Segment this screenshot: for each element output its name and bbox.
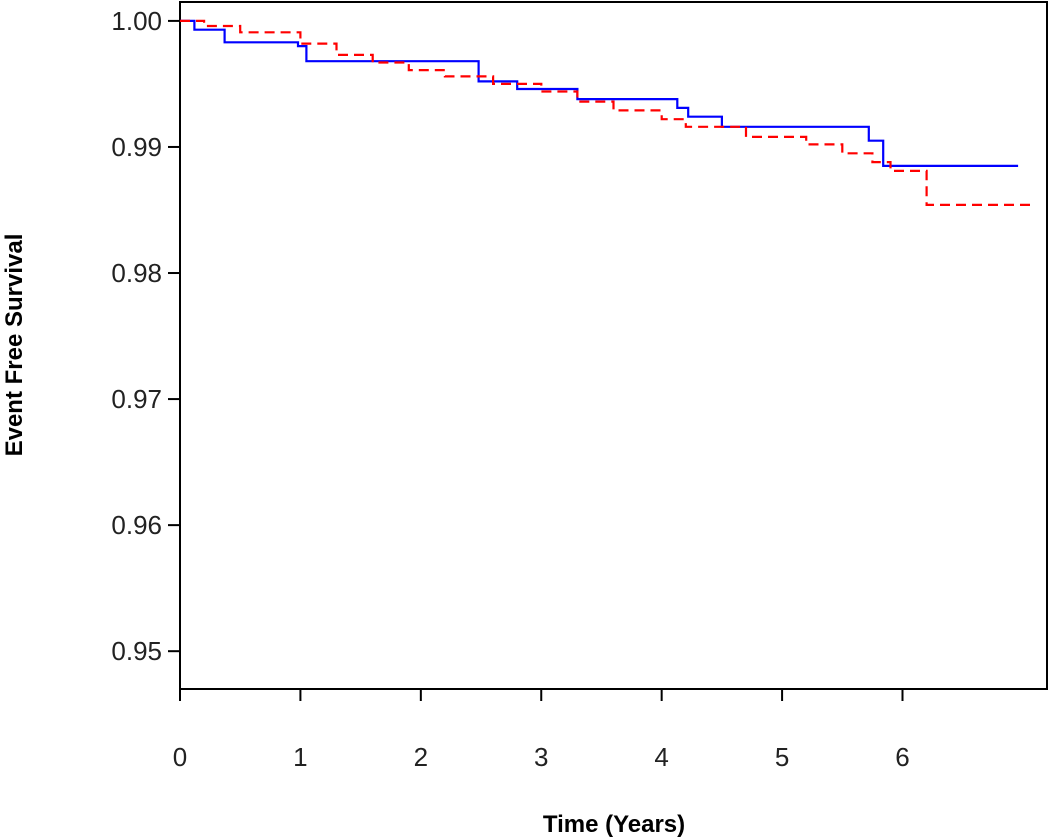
series-1-line [180,19,1019,167]
x-axis-title: Time (Years) [543,811,685,838]
series-2-line [180,19,1035,206]
x-tick-label-3: 3 [534,742,548,772]
y-tick-label-0.95: 0.95 [111,636,162,666]
x-tick-label-0: 0 [173,742,187,772]
series-layer [180,19,1035,206]
x-tick-label-5: 5 [775,742,789,772]
y-tick-label-1.00: 1.00 [111,6,162,36]
x-tick-label-6: 6 [895,742,909,772]
x-tick-label-1: 1 [293,742,307,772]
x-tick-label-4: 4 [654,742,668,772]
y-tick-label-0.98: 0.98 [111,258,162,288]
x-axis: 0 1 2 3 4 5 6 [173,689,910,772]
y-axis-title: Event Free Survival [1,234,28,457]
plot-frame [179,1,1048,690]
x-tick-label-2: 2 [414,742,428,772]
y-tick-label-0.99: 0.99 [111,132,162,162]
y-tick-label-0.96: 0.96 [111,510,162,540]
y-tick-label-0.97: 0.97 [111,384,162,414]
y-axis: 0.95 0.96 0.97 0.98 0.99 1.00 [111,6,180,666]
